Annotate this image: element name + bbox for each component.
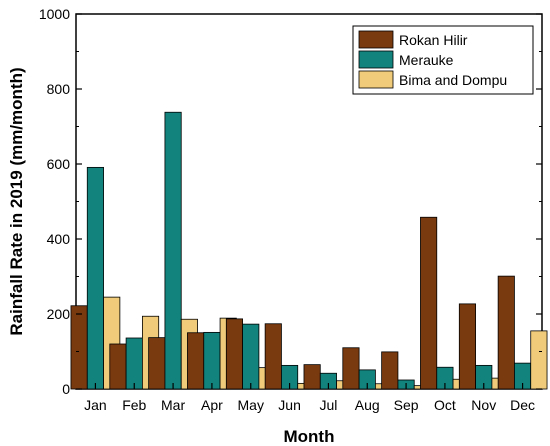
x-tick-label-may: May bbox=[238, 397, 264, 413]
legend-label-merauke: Merauke bbox=[399, 52, 454, 68]
bar-rokan-hilir-may bbox=[225, 318, 244, 390]
bar-rokan-hilir-apr bbox=[187, 332, 205, 390]
bar-merauke-aug bbox=[358, 369, 376, 390]
legend-swatch-merauke bbox=[358, 50, 394, 69]
x-tick-label-sep: Sep bbox=[394, 397, 419, 413]
x-tick-label-apr: Apr bbox=[201, 397, 223, 413]
legend-label-bima-and-dompu: Bima and Dompu bbox=[399, 72, 507, 88]
bar-rokan-hilir-jul bbox=[303, 364, 321, 390]
bar-rokan-hilir-jun bbox=[264, 323, 282, 390]
x-tick-label-oct: Oct bbox=[434, 397, 456, 413]
bar-merauke-may bbox=[242, 323, 260, 390]
bar-rokan-hilir-nov bbox=[458, 303, 476, 390]
bar-bima-and-dompu-dec bbox=[530, 330, 548, 390]
y-tick-label: 400 bbox=[47, 231, 71, 247]
y-tick-label: 0 bbox=[62, 381, 70, 397]
bar-merauke-nov bbox=[475, 364, 493, 390]
legend-label-rokan-hilir: Rokan Hilir bbox=[399, 32, 468, 48]
x-tick-label-mar: Mar bbox=[161, 397, 185, 413]
bar-merauke-apr bbox=[203, 331, 221, 390]
x-axis-title: Month bbox=[284, 427, 335, 446]
bar-rokan-hilir-jan bbox=[70, 305, 88, 390]
bar-rokan-hilir-dec bbox=[497, 275, 515, 390]
bar-rokan-hilir-feb bbox=[109, 343, 127, 390]
bar-merauke-jan bbox=[86, 166, 104, 390]
y-tick-label: 200 bbox=[47, 306, 71, 322]
bar-rokan-hilir-sep bbox=[381, 351, 399, 390]
y-tick-label: 800 bbox=[47, 81, 71, 97]
x-tick-label-aug: Aug bbox=[355, 397, 380, 413]
x-tick-label-nov: Nov bbox=[471, 397, 496, 413]
bar-merauke-feb bbox=[125, 337, 143, 390]
x-tick-label-jun: Jun bbox=[278, 397, 301, 413]
bar-merauke-mar bbox=[164, 111, 182, 390]
y-tick-label: 600 bbox=[47, 156, 71, 172]
x-tick-label-dec: Dec bbox=[510, 397, 535, 413]
x-tick-label-jul: Jul bbox=[319, 397, 337, 413]
x-tick-label-jan: Jan bbox=[84, 397, 107, 413]
y-axis-title: Rainfall Rate in 2019 (mm/month) bbox=[7, 67, 26, 335]
legend: Rokan Hilir Merauke Bima and Dompu bbox=[352, 25, 534, 95]
legend-swatch-rokan-hilir bbox=[358, 30, 394, 49]
bar-rokan-hilir-oct bbox=[420, 216, 438, 390]
x-tick-label-feb: Feb bbox=[122, 397, 146, 413]
bar-merauke-jun bbox=[281, 364, 299, 390]
bar-rokan-hilir-aug bbox=[342, 347, 360, 390]
bar-rokan-hilir-mar bbox=[148, 337, 166, 390]
y-tick-label: 1000 bbox=[39, 6, 70, 22]
legend-swatch-bima-and-dompu bbox=[358, 70, 394, 89]
